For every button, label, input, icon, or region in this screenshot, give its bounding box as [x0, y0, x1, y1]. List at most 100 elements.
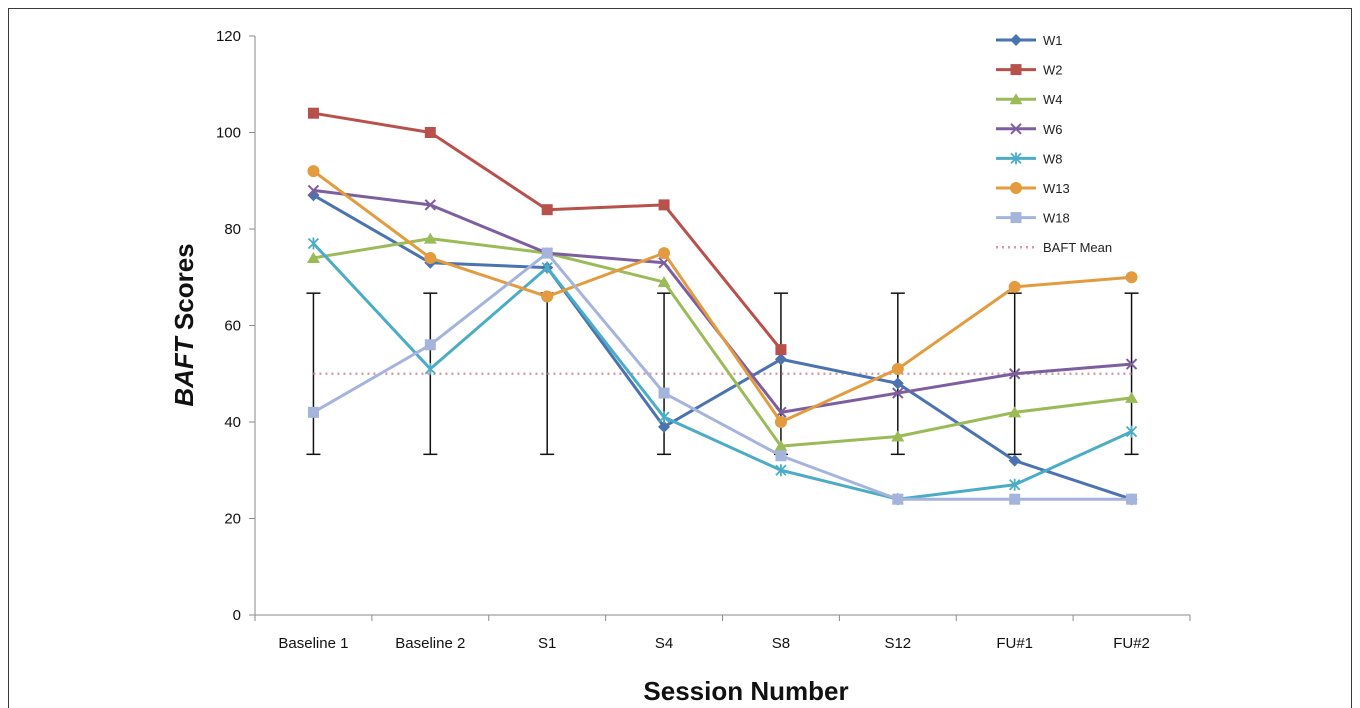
data-point-w4: [423, 232, 437, 244]
x-tick-label: Baseline 2: [395, 635, 465, 652]
y-axis-title: BAFT Scores: [169, 243, 199, 406]
data-point-w2: [541, 204, 553, 216]
data-point-w8: [307, 237, 320, 250]
data-point-w8: [541, 261, 553, 274]
legend-label: W6: [1043, 122, 1063, 137]
data-point-w18: [658, 387, 670, 399]
data-point-w2: [424, 127, 436, 138]
data-point-w2: [775, 344, 787, 356]
series-w2: [307, 107, 787, 356]
legend-item-baft-mean: BAFT Mean: [996, 240, 1112, 255]
data-point-w2: [307, 107, 319, 119]
series-w18: [307, 247, 1138, 505]
legend-label: W2: [1043, 63, 1063, 78]
data-point-w6: [1125, 358, 1138, 370]
data-point-w18: [775, 450, 787, 462]
data-point-w4: [774, 440, 788, 452]
data-point-w18: [1126, 493, 1138, 505]
x-tick-label: Baseline 1: [278, 635, 348, 652]
y-axis-title-italic: BAFT: [169, 335, 199, 406]
data-point-w4: [657, 276, 671, 288]
data-point-w13: [1125, 271, 1138, 284]
series-line-w18: [312, 251, 1132, 501]
legend-label: W18: [1043, 211, 1070, 226]
legend: W1 W2 W4 W6 W8 W13 W18 BAFT Mean: [996, 33, 1112, 255]
series-w13: [307, 165, 1138, 428]
legend-swatch-marker: [1010, 64, 1022, 76]
data-point-w13: [1008, 280, 1021, 293]
legend-label: W8: [1043, 151, 1063, 166]
y-tick-label: 80: [224, 221, 241, 238]
data-point-w4: [306, 251, 320, 263]
chart-axes: 0 20 40 60 80 100 120 Baseline 1 Baseline 2 S1 S4 S…: [216, 28, 1191, 652]
data-point-w18: [541, 247, 553, 259]
data-point-w8: [658, 411, 670, 424]
data-point-w1: [658, 420, 671, 433]
data-point-w4: [891, 430, 905, 442]
figure-frame: [8, 8, 1352, 708]
series-w8: [307, 237, 1138, 506]
data-point-w18: [424, 339, 436, 351]
data-point-w8: [1125, 425, 1138, 438]
legend-item-w8: W8: [996, 151, 1063, 166]
data-point-w8: [775, 464, 787, 477]
y-tick-label: 100: [216, 125, 241, 142]
data-point-w6: [424, 199, 437, 211]
data-point-w6: [307, 184, 320, 197]
legend-label: W13: [1043, 181, 1070, 196]
legend-item-w4: W4: [996, 92, 1063, 107]
data-point-w4: [1125, 391, 1139, 403]
legend-swatch-marker: [1010, 212, 1022, 224]
data-point-w13: [424, 251, 437, 264]
data-point-w8: [424, 362, 436, 375]
x-tick-label: S12: [884, 635, 911, 652]
data-point-w2: [658, 199, 670, 211]
data-point-w8: [1009, 478, 1021, 491]
data-point-w13: [541, 290, 554, 303]
data-point-w1: [774, 353, 787, 366]
legend-swatch-marker: [1010, 123, 1022, 135]
legend-item-w2: W2: [996, 63, 1063, 78]
data-point-w18: [307, 406, 319, 418]
marker-stroke: [1010, 123, 1022, 135]
marker-stroke: [1008, 368, 1021, 380]
marker-stroke: [1125, 358, 1138, 370]
x-tick-label: S8: [772, 635, 790, 652]
x-axis-title: Session Number: [643, 676, 848, 703]
y-tick-label: 0: [233, 607, 241, 624]
x-tick-label: S1: [538, 635, 556, 652]
legend-item-w1: W1: [996, 33, 1063, 48]
marker-stroke: [307, 184, 320, 197]
data-point-w13: [658, 247, 671, 260]
data-point-w13: [307, 165, 320, 178]
data-point-w18: [892, 493, 904, 505]
x-tick-label: FU#2: [1113, 635, 1150, 652]
legend-item-w6: W6: [996, 122, 1063, 137]
marker-stroke: [892, 387, 904, 399]
legend-label: W1: [1043, 33, 1063, 48]
legend-label: W4: [1043, 92, 1063, 107]
x-tick-label: FU#1: [996, 635, 1033, 652]
data-point-w1: [1008, 454, 1021, 467]
series-line-w6: [313, 188, 1132, 414]
series-line-w4: [313, 237, 1132, 448]
x-tick-label: S4: [655, 635, 673, 652]
y-axis-title-rest: Scores: [169, 243, 199, 337]
series-line-w8: [312, 242, 1133, 501]
legend-swatch-marker: [1010, 182, 1022, 194]
y-tick-label: 40: [224, 414, 241, 431]
legend-item-w18: W18: [996, 211, 1070, 226]
y-tick-label: 20: [224, 511, 241, 528]
data-point-w6: [1008, 368, 1021, 380]
y-tick-label: 60: [224, 318, 241, 335]
y-tick-label: 120: [216, 28, 241, 45]
data-point-w4: [1008, 406, 1022, 418]
legend-swatch-marker: [1009, 93, 1023, 105]
data-point-w6: [892, 387, 904, 399]
data-point-w13: [774, 416, 787, 428]
series-lines: [306, 107, 1139, 506]
legend-swatch-marker: [1010, 34, 1022, 46]
legend-label: BAFT Mean: [1043, 240, 1112, 255]
legend-item-w13: W13: [996, 181, 1070, 196]
